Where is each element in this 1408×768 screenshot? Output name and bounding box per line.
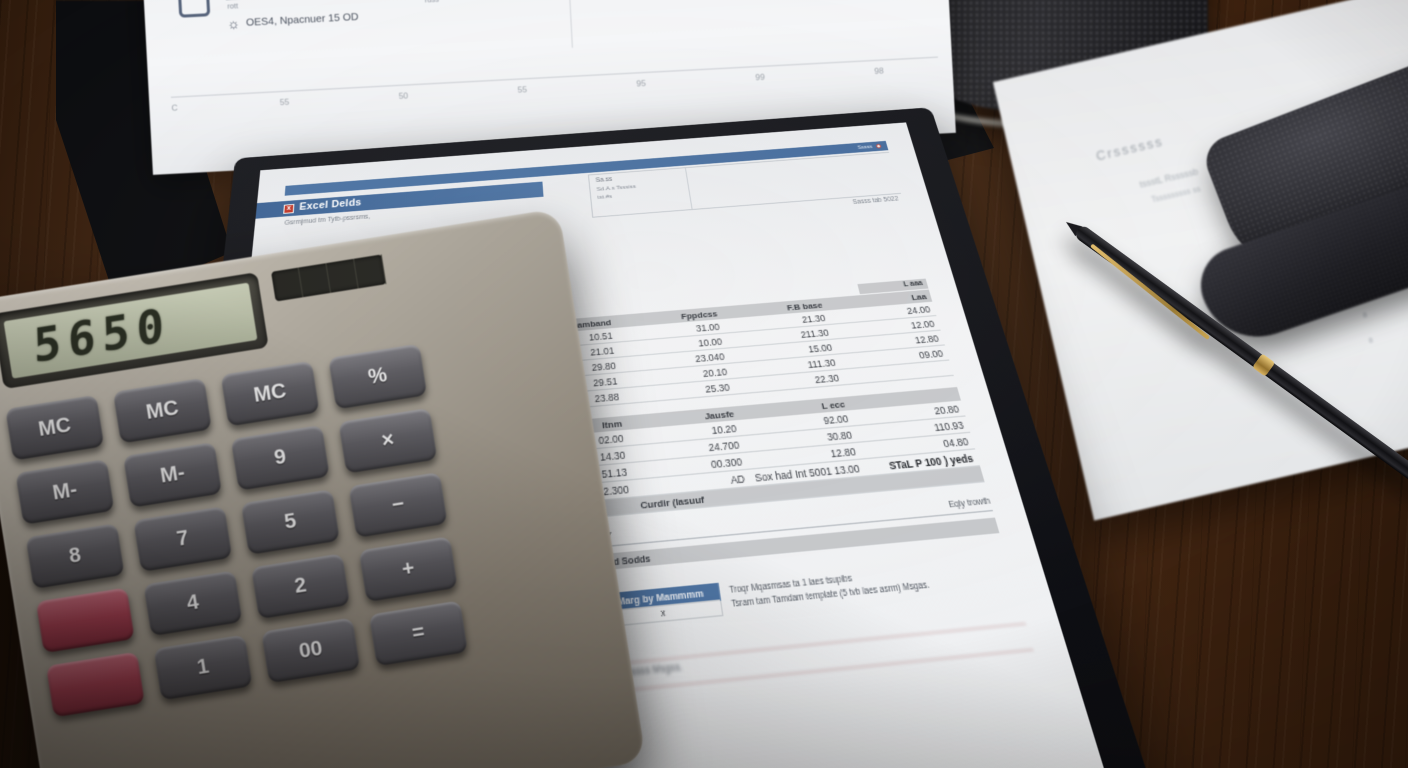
right-paper-heading: Crssssss <box>1094 133 1165 164</box>
calculator-display-value: 5650 <box>32 297 172 374</box>
excel-logo-icon: x <box>283 203 295 214</box>
ribbon-icon-caption: russ <box>419 0 445 5</box>
calc-key: × <box>338 407 438 474</box>
top-bar-badge-icon <box>875 143 882 149</box>
ribbon-separator <box>566 0 573 48</box>
report-brand: Excel Delds <box>298 197 362 213</box>
margin-mark: 8 <box>1367 335 1374 346</box>
ribbon-printout-sheet: Excol Excgf Apjsrf tssp Sessstess Coopay… <box>140 0 956 175</box>
new-document-icon <box>177 0 210 18</box>
column-letter: 55 <box>517 84 528 95</box>
calc-key: 00 <box>261 617 361 684</box>
ribbon-value-label: OES4, Npacnuer 15 OD <box>245 10 359 29</box>
calc-key: 7 <box>133 506 233 572</box>
brightness-icon: ☼ <box>226 15 241 32</box>
calc-key: 2 <box>251 553 351 620</box>
solar-panel <box>271 254 387 302</box>
calculator: 5650 MC MC MC % M- M- 9 × 8 7 5 − 4 2 + … <box>0 208 647 768</box>
ribbon-group-clipboard: Coopayyo dts Cas Nbwetestb yas Sabar 00 … <box>224 0 398 32</box>
calc-key: MC <box>5 394 105 461</box>
ribbon-table-tool: russ <box>417 0 445 5</box>
column-letter: 55 <box>279 96 290 108</box>
calc-key: 4 <box>143 570 243 637</box>
calc-key: 8 <box>25 523 125 589</box>
calculator-display: 5650 <box>0 272 269 390</box>
right-paper-line: Tsssssssss ss <box>1150 184 1202 205</box>
ribbon-toolbar: Coopayyo dts Cas Nbwetestb yas Sabar 00 … <box>171 0 934 97</box>
calc-key-red <box>35 587 135 654</box>
issue-note: Sasss tab 5022 <box>852 195 900 206</box>
column-letter: 95 <box>636 77 647 89</box>
calc-key: M- <box>15 458 115 525</box>
calc-key: 1 <box>153 634 253 701</box>
top-bar-note: Sssss <box>857 144 873 151</box>
calc-key: = <box>368 600 468 667</box>
calc-key: 9 <box>230 424 330 491</box>
margin-mark: 8 <box>1361 310 1368 320</box>
calc-key: 5 <box>240 489 340 555</box>
excel-logo-letter: x <box>284 204 294 213</box>
calc-key: MC <box>220 360 320 427</box>
column-letter: C <box>171 102 178 113</box>
ribbon-group-review: Psqswsw Tsqstslsss Caputt Pesi 15.0 ww s… <box>593 0 784 4</box>
calc-key: MC <box>112 377 212 444</box>
calc-key: + <box>358 536 458 602</box>
report-subtitle: Gsrmjmud tm Tytb-pssrsms, <box>284 213 371 227</box>
calc-key: − <box>348 472 448 538</box>
column-letter: 98 <box>873 65 884 76</box>
calc-key: % <box>328 343 428 410</box>
calc-key-red <box>45 651 145 718</box>
column-letter: 99 <box>755 71 766 83</box>
calc-key: M- <box>123 441 223 508</box>
column-letter: 50 <box>398 90 409 101</box>
growth-note: Eqly trowth <box>947 497 992 511</box>
